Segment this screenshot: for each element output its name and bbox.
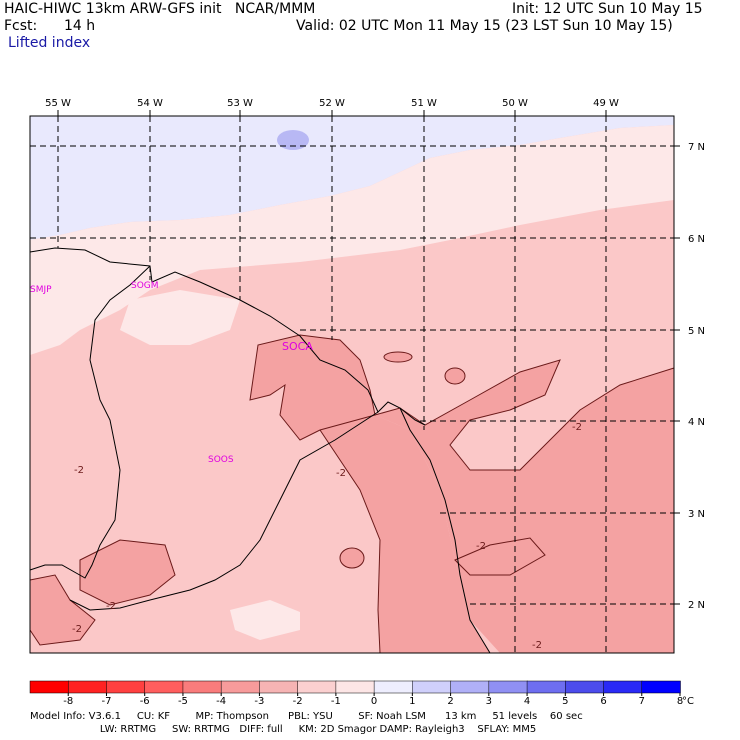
negative-core-3 (320, 415, 490, 653)
colorbar-swatch (106, 680, 146, 694)
negative-core-8 (445, 368, 465, 384)
map-frame (29, 115, 675, 654)
lat-label-3n: 3 N (688, 509, 705, 520)
contour-label: -2 (74, 465, 84, 476)
axis-ticks (57, 110, 680, 605)
colorbar-tick-label: 0 (371, 696, 377, 707)
colorbar-swatch (29, 680, 69, 694)
colorbar-swatch (220, 680, 261, 694)
lat-lon-grid (30, 116, 674, 653)
colorbar-swatch (565, 680, 605, 694)
contour-label: -2 (532, 640, 542, 651)
init-time: Init: 12 UTC Sun 10 May 15 (512, 1, 703, 17)
colorbar-tick-label: 7 (639, 696, 645, 707)
station-soca: SOCA (282, 340, 313, 353)
model-info-line-2: LW: RRTMG SW: RRTMG DIFF: full KM: 2D Sm… (30, 724, 537, 735)
lon-label-52w: 52 W (319, 98, 345, 109)
colorbar-tick-label: 6 (600, 696, 606, 707)
lat-label-6n: 6 N (688, 234, 705, 245)
lat-label-5n: 5 N (688, 326, 705, 337)
colorbar-swatch (182, 680, 222, 694)
colorbar-swatch (412, 680, 452, 694)
colorbar-swatch (67, 680, 108, 694)
contour-label: -2 (72, 624, 82, 635)
lat-label-7n: 7 N (688, 142, 705, 153)
colorbar-tick-label: 5 (562, 696, 568, 707)
contour-label: -2 (106, 601, 116, 612)
colorbar-tick-label: 3 (486, 696, 492, 707)
colorbar-tick-label: -5 (178, 696, 188, 707)
colorbar-tick-label: -3 (254, 696, 264, 707)
model-info-line-1: Model Info: V3.6.1 CU: KF MP: Thompson P… (30, 711, 583, 722)
valid-time: Valid: 02 UTC Mon 11 May 15 (23 LST Sun … (296, 18, 673, 34)
negative-core-6 (340, 548, 364, 568)
positive-region (30, 116, 674, 240)
station-sogm: SOGM (131, 281, 159, 291)
contour-label: -2 (336, 468, 346, 479)
lon-label-55w: 55 W (45, 98, 71, 109)
colorbar-tick-label: 4 (524, 696, 530, 707)
colorbar-swatch (297, 680, 337, 694)
contour-label: -2 (572, 422, 582, 433)
colorbar-swatch (373, 680, 414, 694)
colorbar-tick-label: 1 (409, 696, 415, 707)
colorbar-swatch (335, 680, 375, 694)
lon-label-50w: 50 W (502, 98, 528, 109)
colorbar-unit: °C (682, 696, 694, 707)
field-name: Lifted index (8, 35, 91, 51)
contour-lines (29, 334, 675, 654)
weak-negative-patch (120, 290, 240, 345)
colorbar-tick-label: 8 (677, 696, 683, 707)
colorbar-swatch (641, 680, 681, 694)
lon-label-49w: 49 W (593, 98, 619, 109)
station-smjp: SMJP (30, 285, 52, 295)
colorbar-tick-label: -1 (331, 696, 341, 707)
station-soos: SOOS (208, 455, 234, 465)
colorbar-swatch (259, 680, 299, 694)
lat-label-2n: 2 N (688, 600, 705, 611)
negative-core-7 (384, 352, 412, 362)
lon-label-51w: 51 W (411, 98, 437, 109)
negative-core-5 (30, 575, 95, 645)
model-title: HAIC-HIWC 13km ARW-GFS init NCAR/MMM (4, 1, 316, 17)
lon-label-53w: 53 W (227, 98, 253, 109)
colorbar-swatch (450, 680, 490, 694)
negative-core-1 (250, 335, 375, 440)
colorbar-swatch (603, 680, 643, 694)
colorbar-tick-label: -2 (293, 696, 303, 707)
colorbar-tick-label: -8 (63, 696, 73, 707)
colorbar-swatch (488, 680, 528, 694)
negative-core-4 (80, 540, 175, 605)
colorbar-tick-label: 2 (447, 696, 453, 707)
forecast-hours: 14 h (64, 18, 96, 34)
colorbar-tick-label: -6 (140, 696, 150, 707)
colorbar: -8 -7 -6 -5 -4 -3 -2 -1 0 1 2 3 4 5 6 7 8°C (29, 680, 694, 707)
coastline (29, 247, 491, 654)
colorbar-tick-label: -7 (101, 696, 111, 707)
lon-label-54w: 54 W (137, 98, 163, 109)
lat-label-4n: 4 N (688, 417, 705, 428)
colorbar-swatch (144, 680, 184, 694)
forecast-label: Fcst: (4, 18, 38, 34)
weak-negative-region (30, 125, 674, 355)
negative-core-2 (375, 360, 674, 653)
weak-negative-patch-2 (230, 600, 300, 640)
colorbar-swatch (526, 680, 567, 694)
contour-label: -2 (476, 541, 486, 552)
positive-blob (277, 130, 309, 150)
colorbar-tick-label: -4 (216, 696, 226, 707)
